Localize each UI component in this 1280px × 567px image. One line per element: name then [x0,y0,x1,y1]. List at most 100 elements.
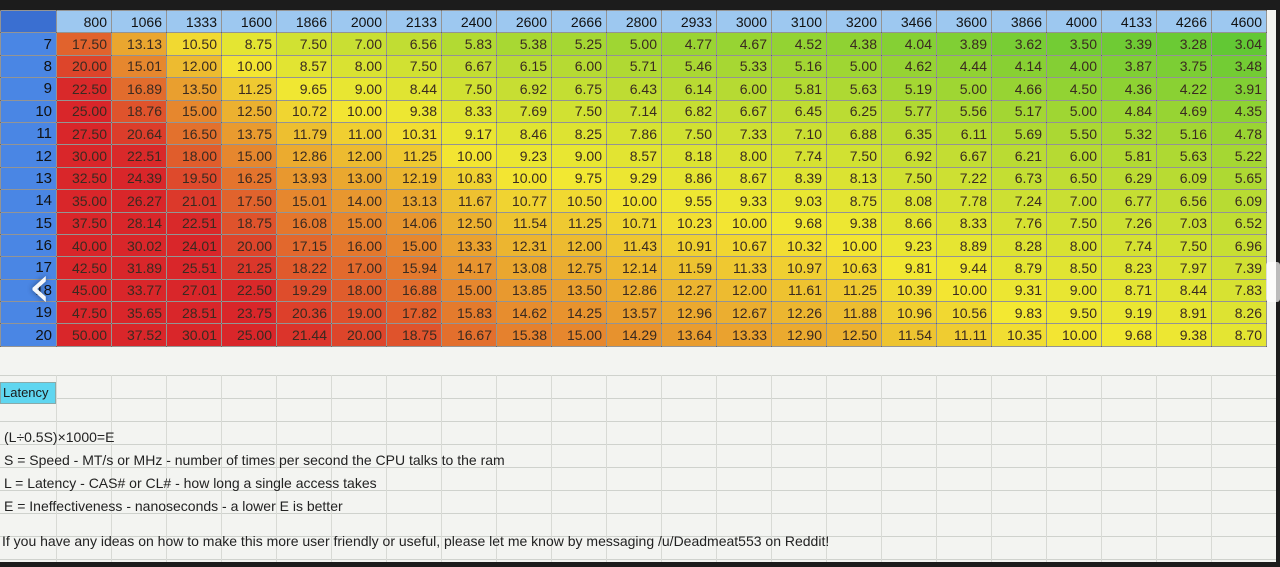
ineffectiveness-cell[interactable]: 11.88 [826,301,882,325]
ineffectiveness-cell[interactable]: 10.23 [661,211,717,235]
ineffectiveness-cell[interactable]: 15.00 [331,211,387,235]
ineffectiveness-cell[interactable]: 10.56 [936,301,992,325]
ineffectiveness-cell[interactable]: 13.13 [386,189,442,213]
ineffectiveness-cell[interactable]: 8.00 [716,144,772,168]
ineffectiveness-cell[interactable]: 6.14 [661,77,717,101]
ineffectiveness-cell[interactable]: 4.38 [826,32,882,56]
ineffectiveness-cell[interactable]: 6.75 [551,77,607,101]
ineffectiveness-cell[interactable]: 13.50 [166,77,222,101]
ineffectiveness-cell[interactable]: 10.32 [771,233,827,258]
latency-label-cell[interactable]: Latency [0,382,56,404]
ineffectiveness-cell[interactable]: 17.50 [56,32,112,56]
ineffectiveness-cell[interactable]: 9.19 [1101,301,1157,325]
ineffectiveness-cell[interactable]: 5.81 [1101,144,1157,168]
ineffectiveness-cell[interactable]: 13.64 [661,323,717,347]
ineffectiveness-cell[interactable]: 8.00 [1046,233,1102,258]
ineffectiveness-cell[interactable]: 7.76 [991,211,1047,235]
ineffectiveness-cell[interactable]: 8.57 [276,54,332,79]
ineffectiveness-cell[interactable]: 5.50 [1046,121,1102,146]
ineffectiveness-cell[interactable]: 3.62 [991,32,1047,56]
latency-row-header[interactable]: 14 [0,189,57,213]
ineffectiveness-cell[interactable]: 5.19 [881,77,937,101]
ineffectiveness-cell[interactable]: 15.00 [386,233,442,258]
ineffectiveness-cell[interactable]: 12.14 [606,256,662,280]
speed-header-cell[interactable]: 1333 [166,10,222,34]
ineffectiveness-cell[interactable]: 12.86 [276,144,332,168]
ineffectiveness-cell[interactable]: 10.35 [991,323,1047,347]
ineffectiveness-cell[interactable]: 7.24 [991,189,1047,213]
ineffectiveness-cell[interactable]: 8.23 [1101,256,1157,280]
ineffectiveness-cell[interactable]: 13.93 [276,166,332,191]
ineffectiveness-cell[interactable]: 27.01 [166,278,222,303]
corner-cell[interactable] [0,10,57,34]
ineffectiveness-cell[interactable]: 7.39 [1211,256,1267,280]
ineffectiveness-cell[interactable]: 9.68 [771,211,827,235]
ineffectiveness-cell[interactable]: 8.86 [661,166,717,191]
ineffectiveness-cell[interactable]: 10.91 [661,233,717,258]
ineffectiveness-cell[interactable]: 9.03 [771,189,827,213]
speed-header-cell[interactable]: 1066 [111,10,167,34]
ineffectiveness-cell[interactable]: 33.77 [111,278,167,303]
ineffectiveness-cell[interactable]: 5.71 [606,54,662,79]
ineffectiveness-cell[interactable]: 12.31 [496,233,552,258]
ineffectiveness-cell[interactable]: 10.00 [606,189,662,213]
chevron-right-icon[interactable] [1266,262,1280,302]
ineffectiveness-cell[interactable]: 9.31 [991,278,1047,303]
latency-row-header[interactable]: 8 [0,54,57,79]
latency-row-header[interactable]: 18 [0,278,57,303]
ineffectiveness-cell[interactable]: 3.48 [1211,54,1267,79]
speed-header-cell[interactable]: 3000 [716,10,772,34]
ineffectiveness-cell[interactable]: 10.00 [716,211,772,235]
ineffectiveness-cell[interactable]: 6.56 [386,32,442,56]
ineffectiveness-cell[interactable]: 7.69 [496,99,552,123]
ineffectiveness-cell[interactable]: 7.22 [936,166,992,191]
ineffectiveness-cell[interactable]: 8.18 [661,144,717,168]
speed-header-cell[interactable]: 2600 [496,10,552,34]
ineffectiveness-cell[interactable]: 11.59 [661,256,717,280]
ineffectiveness-cell[interactable]: 6.43 [606,77,662,101]
ineffectiveness-cell[interactable]: 5.63 [826,77,882,101]
ineffectiveness-cell[interactable]: 30.02 [111,233,167,258]
ineffectiveness-cell[interactable]: 5.25 [551,32,607,56]
ineffectiveness-cell[interactable]: 7.50 [1156,233,1212,258]
ineffectiveness-cell[interactable]: 22.51 [111,144,167,168]
ineffectiveness-cell[interactable]: 7.00 [1046,189,1102,213]
ineffectiveness-cell[interactable]: 8.46 [496,121,552,146]
ineffectiveness-cell[interactable]: 6.29 [1101,166,1157,191]
ineffectiveness-cell[interactable]: 11.00 [331,121,387,146]
ineffectiveness-cell[interactable]: 7.50 [881,166,937,191]
ineffectiveness-cell[interactable]: 5.38 [496,32,552,56]
ineffectiveness-cell[interactable]: 4.78 [1211,121,1267,146]
ineffectiveness-cell[interactable]: 3.28 [1156,32,1212,56]
ineffectiveness-cell[interactable]: 11.33 [716,256,772,280]
ineffectiveness-cell[interactable]: 14.06 [386,211,442,235]
ineffectiveness-cell[interactable]: 11.25 [826,278,882,303]
ineffectiveness-cell[interactable]: 40.00 [56,233,112,258]
ineffectiveness-cell[interactable]: 16.67 [441,323,497,347]
ineffectiveness-cell[interactable]: 16.08 [276,211,332,235]
ineffectiveness-cell[interactable]: 8.75 [221,32,277,56]
ineffectiveness-cell[interactable]: 16.00 [331,233,387,258]
ineffectiveness-cell[interactable]: 9.17 [441,121,497,146]
latency-row-header[interactable]: 20 [0,323,57,347]
ineffectiveness-cell[interactable]: 32.50 [56,166,112,191]
ineffectiveness-cell[interactable]: 50.00 [56,323,112,347]
ineffectiveness-cell[interactable]: 5.17 [991,99,1047,123]
ineffectiveness-cell[interactable]: 10.00 [496,166,552,191]
ineffectiveness-cell[interactable]: 6.35 [881,121,937,146]
ineffectiveness-cell[interactable]: 6.21 [991,144,1047,168]
ineffectiveness-cell[interactable]: 6.09 [1156,166,1212,191]
ineffectiveness-cell[interactable]: 12.00 [166,54,222,79]
ineffectiveness-cell[interactable]: 19.00 [331,301,387,325]
ineffectiveness-cell[interactable]: 10.83 [441,166,497,191]
ineffectiveness-cell[interactable]: 37.50 [56,211,112,235]
ineffectiveness-cell[interactable]: 8.66 [881,211,937,235]
ineffectiveness-cell[interactable]: 8.91 [1156,301,1212,325]
ineffectiveness-cell[interactable]: 6.73 [991,166,1047,191]
ineffectiveness-cell[interactable]: 7.78 [936,189,992,213]
ineffectiveness-cell[interactable]: 7.86 [606,121,662,146]
ineffectiveness-cell[interactable]: 14.00 [331,189,387,213]
ineffectiveness-cell[interactable]: 7.26 [1101,211,1157,235]
ineffectiveness-cell[interactable]: 9.50 [1046,301,1102,325]
ineffectiveness-cell[interactable]: 6.88 [826,121,882,146]
